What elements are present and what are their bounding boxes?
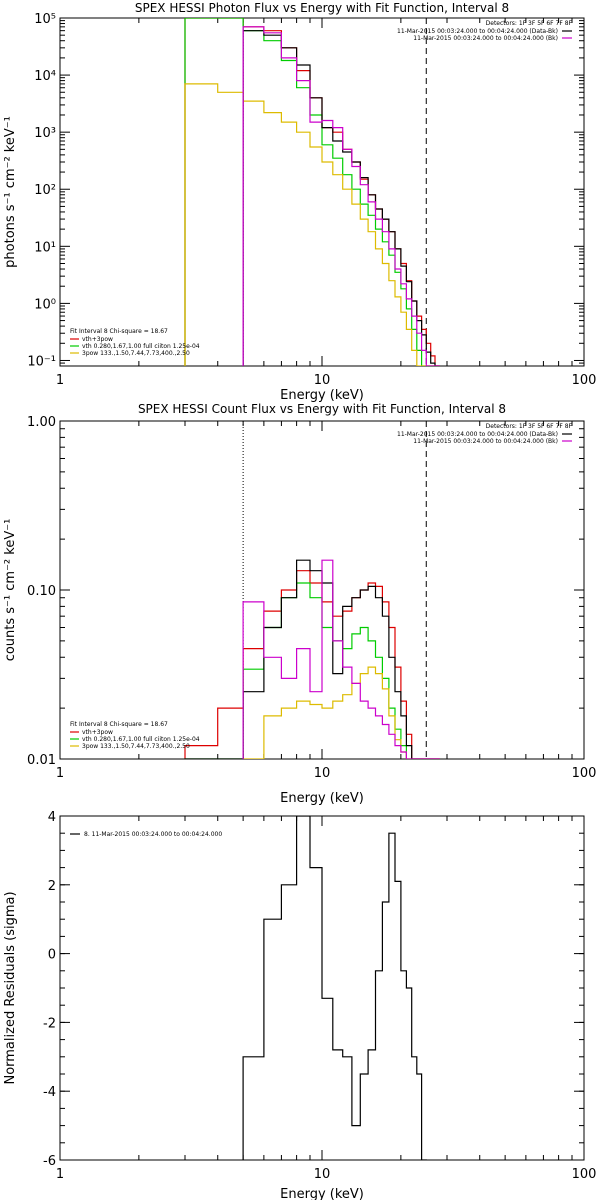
x-tick-label: 100 <box>572 373 597 388</box>
y-tick-label: 10⁵ <box>34 12 56 27</box>
fit-interval-chisq: Fit Interval 8 Chi-square = 18.67 <box>70 328 168 335</box>
time-interval-data-bk: 11-Mar-2015 00:03:24.000 to 00:04:24.000… <box>397 431 558 438</box>
detectors-label: Detectors: 1F 3F 5F 6F 7F 8F <box>486 20 573 27</box>
y-tick-label: 1.00 <box>27 415 56 430</box>
series-line-1 <box>184 18 440 366</box>
time-interval-bk: 11-Mar-2015 00:03:24.000 to 00:04:24.000… <box>413 438 558 445</box>
x-axis-label: Energy (keV) <box>280 388 364 403</box>
y-tick-label: 10¹ <box>34 240 56 255</box>
y-tick-label: 10² <box>34 183 56 198</box>
detectors-label: Detectors: 1F 3F 5F 6F 7F 8F <box>486 423 573 430</box>
y-axis-label: photons s⁻¹ cm⁻² keV⁻¹ <box>3 116 18 268</box>
y-tick-label: 10⁻¹ <box>27 354 56 369</box>
series-group <box>242 816 427 1160</box>
series-line-5 <box>242 559 440 759</box>
series-group <box>184 559 440 759</box>
x-tick-label: 1 <box>56 373 64 388</box>
x-tick-label: 100 <box>572 1167 597 1182</box>
legend-label-l1: vth+3pow <box>82 336 113 343</box>
series-line-4 <box>242 30 440 366</box>
x-tick-label: 1 <box>56 1167 64 1182</box>
x-axis-label: Energy (keV) <box>280 1187 364 1200</box>
y-tick-label: -6 <box>43 1154 56 1169</box>
y-tick-label: 10⁴ <box>34 69 56 84</box>
legend-label-l2: vth 0.280,1.67,1.00 full ciiton 1.25e-04 <box>82 343 200 350</box>
legend-label-residuals: 8. 11-Mar-2015 00:03:24.000 to 00:04:24.… <box>84 831 222 838</box>
x-tick-label: 100 <box>572 766 597 781</box>
y-tick-label: 0 <box>48 948 56 963</box>
series-group <box>184 18 440 366</box>
y-tick-label: 2 <box>48 879 56 894</box>
y-axis-label: counts s⁻¹ cm⁻² keV⁻¹ <box>3 519 18 662</box>
y-tick-label: 10³ <box>34 126 56 141</box>
y-axis-label: Normalized Residuals (sigma) <box>3 891 18 1084</box>
x-axis-label: Energy (keV) <box>280 791 364 806</box>
series-line-3 <box>242 666 440 759</box>
x-tick-label: 10 <box>314 373 331 388</box>
y-tick-label: 10⁰ <box>34 297 56 312</box>
legend-label-l3: 3pow 133.,1.50,7.44,7.73,400.,2.50 <box>82 350 190 357</box>
fit-interval-chisq: Fit Interval 8 Chi-square = 18.67 <box>70 721 168 728</box>
series-line-4 <box>184 559 440 759</box>
chart-panel-2: 1 10 100 0.01 0.10 1.00 SPEX HESSI Count Flux … <box>3 402 596 806</box>
chart-panel-1: 1 10 100 10⁻¹ 10⁰ 10¹ 10² 10³ 10⁴ 10⁵ SPEX HESSI P… <box>3 1 596 403</box>
y-tick-label: -2 <box>43 1016 56 1031</box>
chart-panel-3: 1 10 100 -6 -4 -2 0 2 4 Energy (keV) Normalized Re… <box>3 810 597 1202</box>
y-tick-label: 0.10 <box>27 584 56 599</box>
time-interval-data-bk: 11-Mar-2015 00:03:24.000 to 00:04:24.000… <box>397 28 558 35</box>
time-interval-bk: 11-Mar-2015 00:03:24.000 to 00:04:24.000… <box>413 35 558 42</box>
y-tick-label: 4 <box>48 810 56 825</box>
legend-label-l2: vth 0.280,1.67,1.00 full ciiton 1.25e-04 <box>82 736 200 743</box>
chart-title: SPEX HESSI Count Flux vs Energy with Fit… <box>138 402 506 416</box>
y-tick-label: -4 <box>43 1085 56 1100</box>
series-line-3 <box>184 83 440 366</box>
legend-label-l1: vth+3pow <box>82 729 113 736</box>
x-tick-label: 10 <box>314 766 331 781</box>
x-tick-label: 1 <box>56 766 64 781</box>
legend-label-l3: 3pow 133.,1.50,7.44,7.73,400.,2.50 <box>82 743 190 750</box>
series-line-1 <box>242 816 427 1160</box>
plot-frame <box>59 17 585 367</box>
x-tick-label: 10 <box>314 1167 331 1182</box>
chart-title: SPEX HESSI Photon Flux vs Energy with Fi… <box>135 1 509 15</box>
series-line-5 <box>242 26 440 366</box>
series-line-2 <box>184 18 440 366</box>
y-tick-label: 0.01 <box>27 753 56 768</box>
